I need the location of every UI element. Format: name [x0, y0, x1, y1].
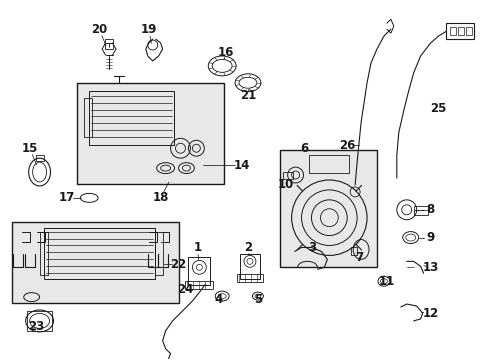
- Text: 19: 19: [140, 23, 157, 36]
- Bar: [449, 27, 455, 35]
- Text: 11: 11: [378, 275, 394, 288]
- Text: 3: 3: [308, 241, 316, 254]
- Bar: [185, 281, 213, 289]
- Text: 21: 21: [239, 89, 256, 102]
- Text: 18: 18: [152, 192, 168, 204]
- Text: 12: 12: [422, 307, 438, 320]
- Text: 13: 13: [422, 261, 438, 274]
- Bar: [457, 27, 463, 35]
- Bar: [77, 83, 224, 184]
- Bar: [237, 274, 263, 282]
- Text: 7: 7: [354, 251, 363, 264]
- Text: 6: 6: [300, 142, 308, 155]
- Bar: [40, 231, 47, 275]
- Text: 14: 14: [233, 159, 250, 172]
- Text: 20: 20: [91, 23, 107, 36]
- Text: 23: 23: [28, 320, 44, 333]
- Bar: [282, 172, 292, 179]
- Bar: [413, 206, 427, 215]
- Bar: [240, 255, 259, 279]
- Text: 1: 1: [193, 241, 201, 254]
- Bar: [36, 155, 43, 161]
- Text: 24: 24: [177, 283, 193, 296]
- Text: 22: 22: [170, 258, 186, 271]
- Text: 4: 4: [214, 293, 222, 306]
- Bar: [309, 155, 348, 173]
- Text: 25: 25: [429, 102, 446, 115]
- Text: 8: 8: [426, 203, 434, 216]
- Bar: [84, 98, 92, 137]
- Text: 15: 15: [21, 142, 38, 155]
- Bar: [12, 222, 178, 303]
- Bar: [105, 39, 113, 49]
- Text: 17: 17: [58, 192, 74, 204]
- Text: 16: 16: [218, 46, 234, 59]
- Bar: [27, 311, 52, 331]
- Bar: [154, 231, 163, 275]
- Bar: [446, 23, 473, 39]
- Bar: [89, 91, 173, 145]
- Bar: [43, 228, 154, 279]
- Bar: [350, 247, 356, 255]
- Bar: [188, 257, 210, 285]
- Text: 26: 26: [338, 139, 355, 152]
- Text: 10: 10: [277, 179, 293, 192]
- Text: 5: 5: [253, 293, 262, 306]
- Bar: [466, 27, 471, 35]
- Bar: [279, 150, 376, 267]
- Text: 2: 2: [244, 241, 251, 254]
- Text: 9: 9: [426, 231, 434, 244]
